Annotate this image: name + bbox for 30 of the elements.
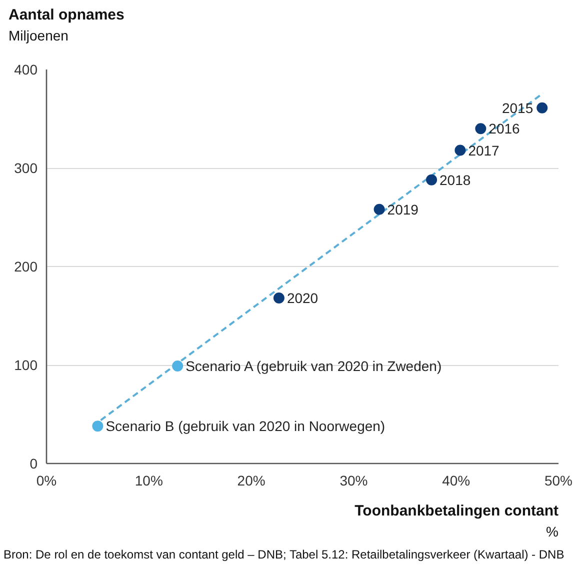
- point: [374, 204, 385, 215]
- annotation: 2016: [488, 120, 520, 137]
- annotation: 2020: [286, 290, 318, 306]
- y-tick-label: 0: [30, 456, 38, 472]
- y-tick-label: 100: [14, 357, 38, 373]
- annotation: 2017: [468, 142, 500, 158]
- annotation: 2018: [440, 172, 471, 188]
- text: Aantal opnames Miljoenen: [8, 6, 124, 44]
- x-tick-label: 10%: [134, 472, 163, 488]
- x-axis-title: Toonbankbetalingen contant %: [354, 502, 559, 540]
- x-tick-label: 40%: [442, 472, 470, 488]
- x-tick-label: 30%: [340, 472, 368, 488]
- point: [475, 123, 486, 134]
- y-tick-label: 300: [14, 160, 38, 176]
- annotation: Scenario A (gebruik van 2020 in Zweden): [186, 358, 442, 374]
- annotation: 2015: [502, 100, 534, 116]
- point: [454, 144, 466, 156]
- point: [536, 102, 548, 114]
- point: [273, 292, 284, 304]
- y-tick-label: 200: [14, 258, 38, 274]
- point: [426, 174, 438, 186]
- x-tick-label: 20%: [237, 472, 266, 488]
- x-tick-label: 0%: [36, 472, 57, 488]
- x-tick-label: 50%: [544, 472, 573, 488]
- y-tick-label: 400: [14, 62, 38, 78]
- text: Bron: De rol en de toekomst van contant geld – DNB; Tabel 5.12: Retailbetalingsverkeer (Kwartaal) - DNB: [4, 548, 564, 562]
- point: [172, 360, 184, 372]
- annotation: Scenario B (gebruik van 2020 in Noorwegen): [106, 418, 386, 434]
- annotation: 2019: [387, 201, 419, 218]
- point: [92, 420, 104, 432]
